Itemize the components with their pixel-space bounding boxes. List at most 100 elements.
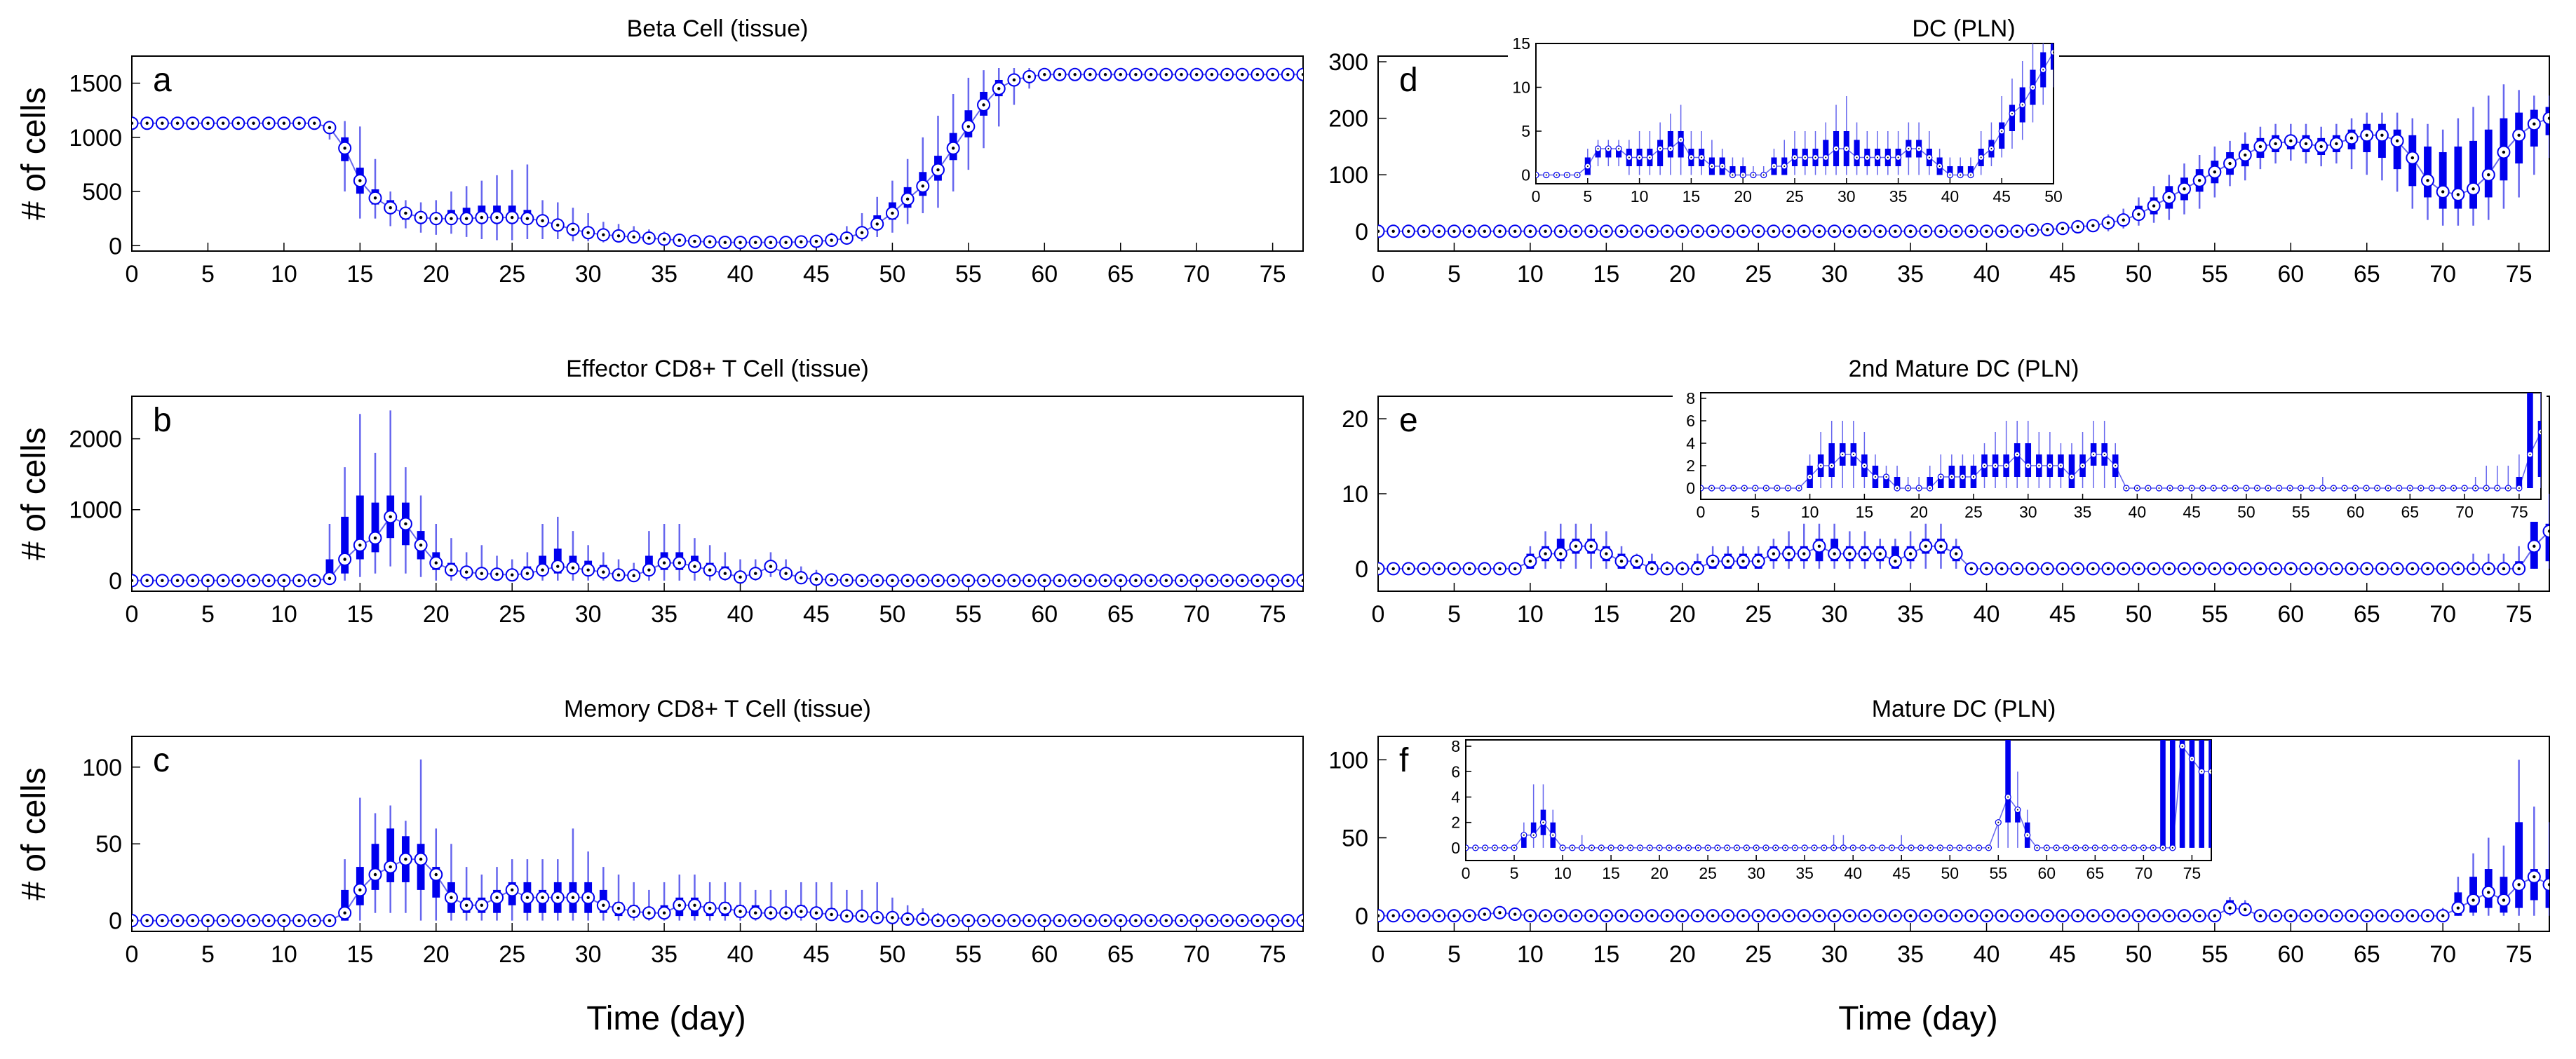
x-tick-label: 40 <box>1974 601 2000 628</box>
median-dot <box>2158 487 2160 489</box>
iqr-box <box>2424 146 2432 198</box>
x-tick-label: 25 <box>1745 601 1772 628</box>
x-tick-label: 20 <box>1669 261 1696 288</box>
median-dot <box>221 579 225 583</box>
median-dot <box>2070 476 2072 478</box>
median-dot <box>1103 919 1107 922</box>
median-dot <box>1732 487 1734 489</box>
panel-c: 0 5 10 15 20 25 30 35 40 45 50 55 60 65 70 75 0 50 100 <box>82 736 1304 968</box>
y-tick-label: 0 <box>1521 166 1530 184</box>
median-dot <box>1757 229 1760 233</box>
median-dot <box>1765 487 1767 489</box>
median-dot <box>2091 914 2095 917</box>
median-dot <box>1504 846 1506 849</box>
median-dot <box>1669 148 1671 149</box>
panel-a-marks <box>132 67 1303 250</box>
median-dot <box>2122 914 2125 917</box>
median-dot <box>1908 229 1913 233</box>
median-dot <box>1877 156 1879 158</box>
median-dot <box>1589 544 1593 548</box>
median-dot <box>860 579 864 583</box>
median-dot <box>2472 187 2475 191</box>
iqr-box <box>2179 740 2185 848</box>
median-dot <box>951 919 955 922</box>
iqr-box <box>325 559 334 581</box>
x-tick-label: 70 <box>2429 941 2456 968</box>
median-dot <box>132 579 134 583</box>
median-dot <box>921 184 924 188</box>
median-dot <box>2289 914 2293 917</box>
median-dot <box>754 572 757 575</box>
median-dot <box>860 914 864 918</box>
median-dot <box>2365 567 2368 571</box>
median-dot <box>2061 227 2065 230</box>
median-dot <box>784 241 788 244</box>
x-tick-label: 35 <box>651 261 677 288</box>
x-tick-label: 25 <box>1745 261 1772 288</box>
x-tick-label: 65 <box>2354 261 2380 288</box>
median-dot <box>404 857 407 861</box>
median-dot <box>921 917 924 921</box>
x-tick-label: 0 <box>1697 503 1706 521</box>
x-tick-label: 10 <box>1517 261 1544 288</box>
x-tick-label: 50 <box>2126 261 2152 288</box>
median-dot <box>1589 914 1593 917</box>
median-dot <box>2365 914 2368 917</box>
median-dot <box>2167 196 2171 199</box>
median-dot <box>1897 156 1899 158</box>
x-tick-label: 45 <box>2049 601 2076 628</box>
panel-b-frame <box>131 396 1304 592</box>
median-dot <box>1907 487 1909 489</box>
median-dot <box>161 919 164 922</box>
median-marker <box>1296 914 1303 928</box>
median-dot <box>2420 487 2422 489</box>
median-dot <box>1701 156 1703 158</box>
median-dot <box>2015 229 2019 233</box>
panel-label-f: f <box>1399 742 1409 779</box>
median-dot <box>2487 891 2490 894</box>
median-dot <box>1997 821 2000 823</box>
x-tick-label: 30 <box>1821 261 1848 288</box>
median-dot <box>2311 487 2313 489</box>
x-tick-label: 5 <box>1448 941 1461 968</box>
median-dot <box>1680 567 1684 571</box>
median-dot <box>1722 487 1724 489</box>
median-dot <box>511 573 514 576</box>
median-dot <box>206 579 210 583</box>
median-dot <box>2125 487 2127 489</box>
iqr-box <box>2189 740 2195 848</box>
iqr-box <box>1938 477 1944 488</box>
median-dot <box>2304 914 2308 917</box>
median-dot <box>1073 73 1077 76</box>
median-dot <box>1650 567 1654 571</box>
x-tick-label: 5 <box>201 601 215 628</box>
inset-d: 0 5 10 15 20 25 30 35 40 45 50 0 5 10 15 <box>1512 34 2062 205</box>
median-dot <box>997 919 1001 922</box>
x-tick-label: 65 <box>2354 601 2380 628</box>
median-dot <box>693 239 696 243</box>
median-dot <box>1742 174 1744 176</box>
median-dot <box>1437 914 1441 917</box>
median-dot <box>966 579 971 583</box>
median-dot <box>2030 914 2034 917</box>
median-dot <box>2502 150 2506 154</box>
median-dot <box>2245 487 2247 489</box>
y-tick-label: 2 <box>1451 814 1460 832</box>
median-dot <box>1668 846 1670 849</box>
median-dot <box>1950 476 1953 478</box>
median-dot <box>1707 846 1709 849</box>
median-dot <box>2180 487 2182 489</box>
median-dot <box>1043 919 1046 922</box>
x-tick-label: 45 <box>1892 864 1910 882</box>
x-tick-label: 70 <box>2135 864 2153 882</box>
median-dot <box>2152 204 2156 208</box>
median-dot <box>343 558 346 561</box>
median-dot <box>2093 454 2095 455</box>
median-dot <box>2213 170 2217 174</box>
median-dot <box>1908 914 1913 917</box>
median-dot <box>739 241 742 244</box>
x-tick-label: 75 <box>1260 601 1286 628</box>
median-dot <box>419 544 423 547</box>
x-tick-label: 70 <box>1183 261 1210 288</box>
inset-f-frame <box>1465 739 2212 861</box>
